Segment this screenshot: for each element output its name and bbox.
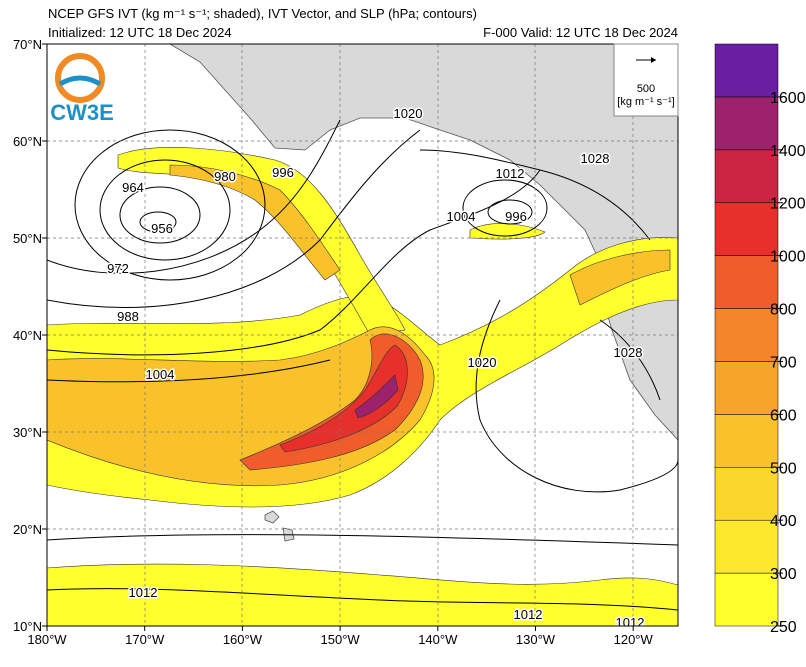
contour-label: 972 xyxy=(107,261,129,276)
colorbar-label: 1000 xyxy=(770,249,806,266)
colorbar-band xyxy=(714,96,779,151)
colorbar-label: 1600 xyxy=(770,90,806,107)
colorbar-label: 1200 xyxy=(770,196,806,213)
colorbar-label: 600 xyxy=(770,407,797,424)
colorbar-band xyxy=(714,467,779,521)
lon-label: 130°W xyxy=(516,632,556,647)
reference-box xyxy=(613,43,679,117)
valid: F-000 Valid: 12 UTC 18 Dec 2024 xyxy=(483,25,678,40)
colorbar-label: 700 xyxy=(770,354,797,371)
contour-label: 1012 xyxy=(129,585,158,600)
title: NCEP GFS IVT (kg m⁻¹ s⁻¹; shaded), IVT V… xyxy=(48,6,477,21)
contour-label: 996 xyxy=(272,165,294,180)
colorbar-label: 500 xyxy=(770,460,797,477)
colorbar-label: 1400 xyxy=(770,143,806,160)
colorbar-label: 300 xyxy=(770,566,797,583)
ivt-shading xyxy=(47,147,678,626)
colorbar-band xyxy=(714,255,779,309)
reference-units: [kg m⁻¹ s⁻¹] xyxy=(617,96,674,108)
contour-label: 956 xyxy=(151,221,173,236)
lat-label: 30°N xyxy=(13,425,42,440)
contour-label: 988 xyxy=(117,309,139,324)
contour-label: 1004 xyxy=(146,367,175,382)
grid xyxy=(47,44,678,626)
contour-label: 1004 xyxy=(447,209,476,224)
slp-contours xyxy=(47,119,678,611)
lon-label: 120°W xyxy=(614,632,654,647)
contour-label: 1020 xyxy=(468,355,497,370)
lon-label: 160°W xyxy=(223,632,263,647)
contour-label: 1012 xyxy=(514,607,543,622)
lon-label: 150°W xyxy=(321,632,361,647)
logo-text: CW3E xyxy=(50,100,114,125)
lat-label: 60°N xyxy=(13,134,42,149)
lat-label: 70°N xyxy=(13,37,42,52)
contour-label: 1028 xyxy=(581,151,610,166)
colorbar-label: 250 xyxy=(770,619,797,636)
reference-arrowhead xyxy=(651,57,656,63)
colorbar-band xyxy=(714,43,779,98)
contour-label: 1012 xyxy=(496,166,525,181)
lat-label: 50°N xyxy=(13,231,42,246)
contour-label: 980 xyxy=(214,169,236,184)
contour-label: 964 xyxy=(122,180,144,195)
lat-label: 40°N xyxy=(13,328,42,343)
colorbar-band xyxy=(714,149,779,203)
lat-label: 20°N xyxy=(13,522,42,537)
colorbar-label: 400 xyxy=(770,513,797,530)
land xyxy=(169,44,678,441)
lon-label: 170°W xyxy=(125,632,165,647)
colorbar-band xyxy=(714,519,779,574)
colorbar-label: 800 xyxy=(770,302,797,319)
colorbar-band xyxy=(714,361,779,415)
colorbar-band xyxy=(714,414,779,468)
lon-label: 180°W xyxy=(27,632,67,647)
colorbar-band xyxy=(714,572,779,627)
contour-label: 996 xyxy=(505,209,527,224)
contour-label: 1012 xyxy=(616,615,645,630)
contour-label: 1028 xyxy=(614,345,643,360)
lat-label: 10°N xyxy=(13,619,42,634)
lon-label: 140°W xyxy=(418,632,458,647)
map: 964 980 996 956 972 988 1004 1020 1012 996 1004 102… xyxy=(47,44,678,630)
colorbar-band xyxy=(714,308,779,362)
logo: CW3E xyxy=(50,53,114,125)
contour-label: 1020 xyxy=(394,106,423,121)
reference-value: 500 xyxy=(637,83,655,95)
initialized: Initialized: 12 UTC 18 Dec 2024 xyxy=(48,25,232,40)
colorbar-band xyxy=(714,202,779,256)
